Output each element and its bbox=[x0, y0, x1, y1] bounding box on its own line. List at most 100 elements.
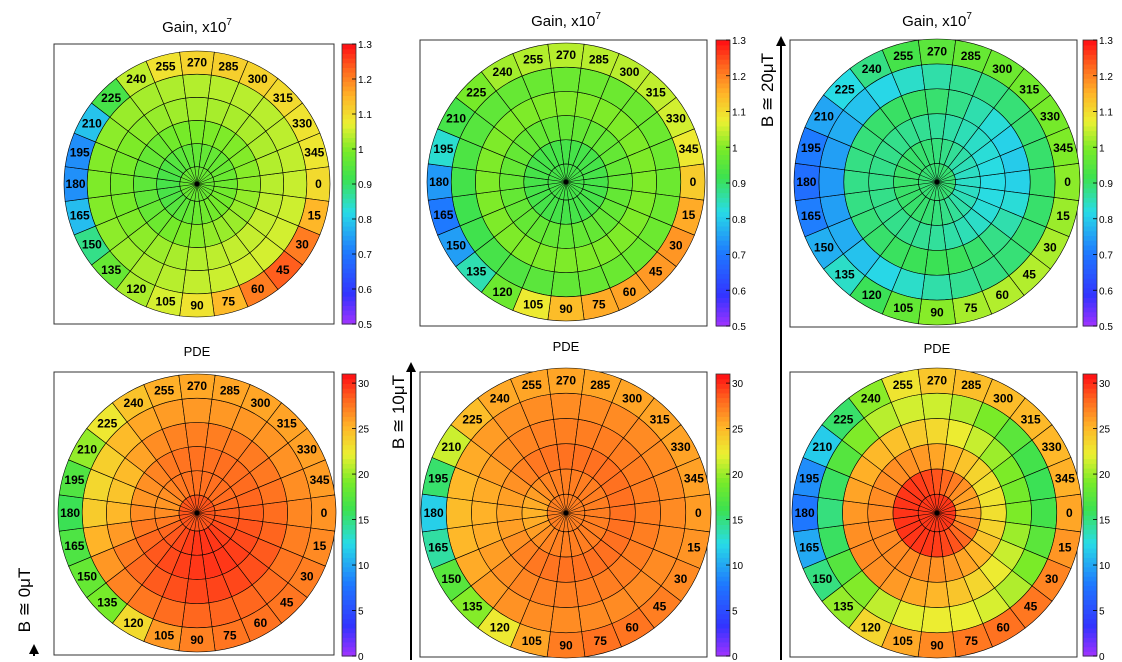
center-spoke bbox=[565, 497, 578, 514]
heat-cell bbox=[631, 169, 657, 195]
panel-title: PDE bbox=[184, 344, 211, 359]
heat-cell bbox=[550, 66, 582, 93]
angle-label: 120 bbox=[861, 621, 881, 635]
center-spoke bbox=[550, 501, 567, 514]
angle-label: 135 bbox=[101, 263, 121, 277]
colorbar-segment bbox=[1083, 230, 1097, 237]
colorbar-segment bbox=[716, 406, 730, 413]
colorbar-tick-label: 5 bbox=[732, 607, 738, 618]
angle-label: 75 bbox=[594, 634, 608, 648]
center-spoke bbox=[196, 166, 200, 185]
angle-label: 180 bbox=[66, 177, 86, 191]
center-spoke bbox=[565, 181, 583, 190]
center-spoke bbox=[929, 512, 938, 531]
center-spoke bbox=[565, 505, 584, 514]
angle-label: 330 bbox=[297, 443, 317, 457]
center-spoke bbox=[934, 494, 938, 514]
center-spoke bbox=[936, 181, 952, 194]
colorbar-segment bbox=[342, 411, 356, 417]
colorbar-segment bbox=[1083, 486, 1097, 493]
colorbar-segment bbox=[342, 458, 356, 464]
colorbar: 0 5 10 15 20 25 30 bbox=[341, 373, 370, 662]
colorbar-segment bbox=[716, 637, 730, 643]
colorbar-segment bbox=[1083, 168, 1097, 175]
colorbar-segment bbox=[1083, 566, 1097, 572]
colorbar-segment bbox=[716, 230, 730, 237]
colorbar-segment bbox=[1083, 411, 1097, 417]
colorbar-segment bbox=[716, 40, 730, 46]
angle-label: 240 bbox=[493, 65, 513, 79]
colorbar-segment bbox=[716, 425, 730, 431]
angle-label: 300 bbox=[248, 72, 268, 86]
colorbar-tick-label: 0 bbox=[1099, 652, 1105, 662]
colorbar-segment bbox=[1083, 637, 1097, 643]
field-value: B ≅ 20μT bbox=[758, 53, 777, 127]
colorbar-segment bbox=[716, 268, 730, 275]
angle-label: 150 bbox=[812, 572, 832, 586]
heat-cell bbox=[262, 500, 288, 526]
colorbar: 0.5 0.6 0.7 0.8 0.9 1 1.1 1.2 1.3 bbox=[341, 40, 372, 331]
colorbar-segment bbox=[1083, 249, 1097, 256]
heat-cell bbox=[181, 397, 213, 424]
center-spoke bbox=[929, 495, 938, 514]
angle-label: 30 bbox=[1043, 240, 1057, 254]
colorbar-segment bbox=[342, 277, 356, 283]
colorbar-segment bbox=[1083, 388, 1097, 394]
colorbar-segment bbox=[1083, 159, 1097, 165]
colorbar-segment bbox=[342, 53, 356, 59]
center-spoke bbox=[563, 181, 567, 200]
center-spoke bbox=[565, 167, 578, 183]
center-spoke bbox=[549, 181, 567, 190]
colorbar-segment bbox=[716, 392, 730, 399]
heat-cell bbox=[676, 457, 711, 498]
colorbar-segment bbox=[1083, 421, 1097, 427]
colorbar-segment bbox=[1083, 144, 1097, 151]
angle-label: 210 bbox=[812, 440, 832, 454]
heat-cell bbox=[1005, 500, 1032, 526]
colorbar-segment bbox=[716, 439, 730, 446]
center-spoke bbox=[565, 179, 584, 183]
colorbar-segment bbox=[1083, 283, 1097, 289]
colorbar-segment bbox=[716, 538, 730, 544]
colorbar-segment bbox=[716, 68, 730, 74]
center-spoke bbox=[936, 164, 945, 183]
center-spoke bbox=[936, 167, 949, 183]
colorbar-tick-label: 0 bbox=[358, 652, 364, 662]
colorbar-segment bbox=[1083, 49, 1097, 55]
colorbar-segment bbox=[716, 306, 730, 313]
colorbar-segment bbox=[1083, 416, 1097, 422]
angle-label: 300 bbox=[250, 396, 270, 410]
center-spoke bbox=[565, 512, 578, 529]
colorbar-segment bbox=[716, 472, 730, 478]
colorbar-segment bbox=[1083, 97, 1097, 103]
colorbar-segment bbox=[342, 590, 356, 596]
center-spoke bbox=[918, 512, 938, 516]
colorbar-segment bbox=[716, 599, 730, 605]
angle-label: 165 bbox=[801, 209, 821, 223]
center-spoke bbox=[196, 510, 215, 514]
colorbar-segment bbox=[716, 585, 730, 591]
colorbar-segment bbox=[1083, 547, 1097, 554]
center-spoke bbox=[189, 496, 198, 514]
center-spoke bbox=[936, 181, 956, 185]
colorbar-segment bbox=[342, 453, 356, 460]
colorbar-segment bbox=[1083, 571, 1097, 577]
angle-label: 105 bbox=[522, 634, 542, 648]
colorbar-segment bbox=[342, 226, 356, 232]
colorbar-segment bbox=[342, 193, 356, 199]
angle-label: 60 bbox=[623, 285, 637, 299]
colorbar-segment bbox=[342, 305, 356, 311]
colorbar-segment bbox=[716, 101, 730, 108]
colorbar-segment bbox=[716, 82, 730, 89]
colorbar-segment bbox=[716, 453, 730, 460]
polar-panel-5: PDE0153045607590105120135150165180195210… bbox=[419, 339, 744, 662]
colorbar-segment bbox=[716, 623, 730, 629]
angle-label: 45 bbox=[276, 263, 290, 277]
center-spoke bbox=[196, 496, 205, 514]
colorbar-tick-label: 5 bbox=[1099, 607, 1105, 618]
colorbar-segment bbox=[342, 179, 356, 185]
colorbar-segment bbox=[1083, 505, 1097, 511]
heat-cell bbox=[184, 422, 210, 448]
colorbar-segment bbox=[342, 207, 356, 213]
colorbar-segment bbox=[342, 81, 356, 87]
